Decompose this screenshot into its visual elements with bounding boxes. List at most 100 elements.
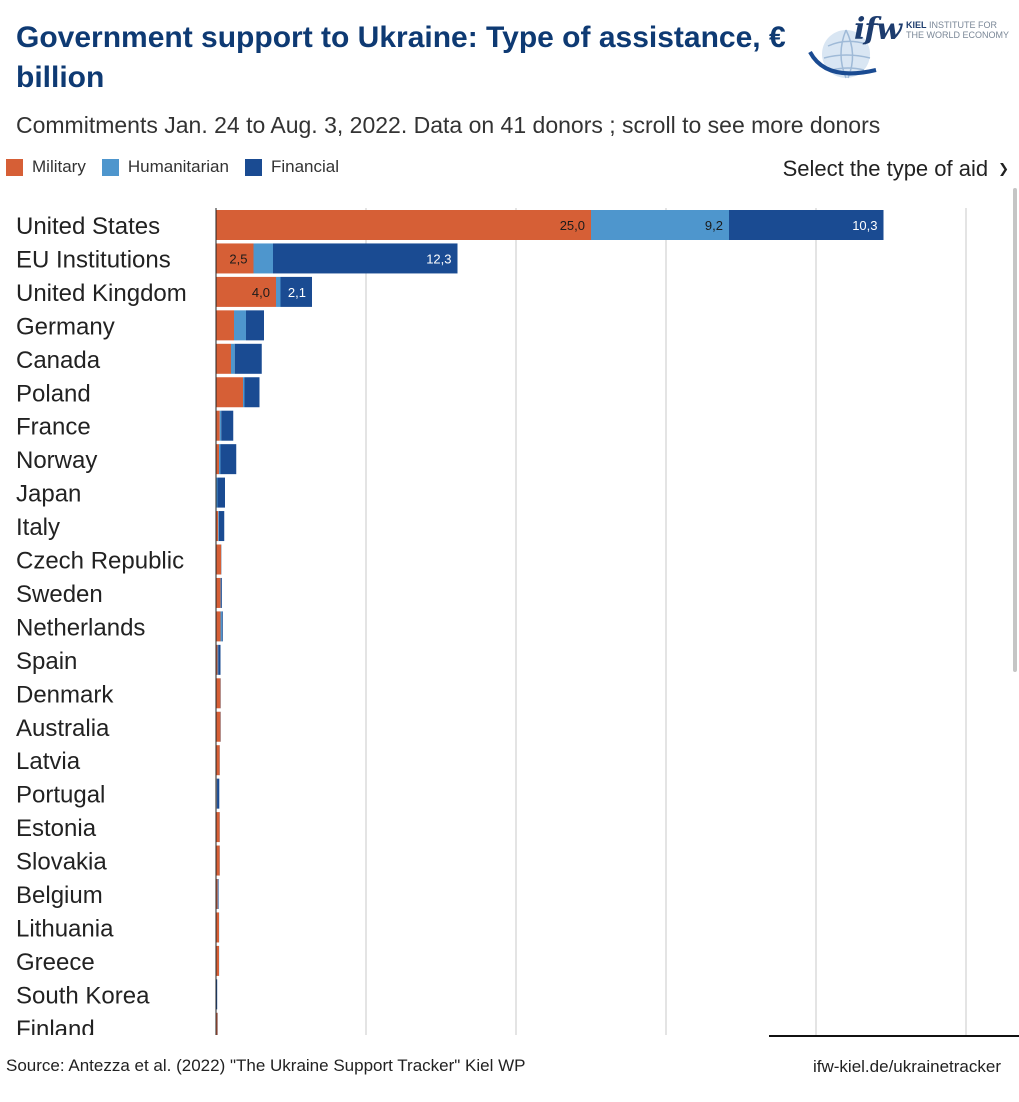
bar-poland-military[interactable] [216,377,243,408]
legend: Military Humanitarian Financial [6,157,355,177]
category-label-south-korea: South Korea [16,982,150,1009]
bar-slovakia-military[interactable] [216,845,220,876]
bar-netherlands-financial[interactable] [222,611,223,642]
bar-poland-humanitarian[interactable] [243,377,245,408]
bar-lithuania-military[interactable] [216,912,219,943]
bar-france-military[interactable] [216,410,220,441]
bar-united-kingdom-financial[interactable] [280,276,313,307]
bar-canada-military[interactable] [216,343,231,374]
bar-germany-military[interactable] [216,310,234,341]
bar-belgium-financial[interactable] [217,879,219,909]
bar-netherlands-humanitarian[interactable] [220,611,223,642]
bar-united-kingdom-humanitarian[interactable] [276,276,281,307]
data-label-united-kingdom-military: 4,0 [252,285,270,300]
bar-czech-republic-military[interactable] [216,544,222,575]
aid-type-select[interactable]: Select the type of aid ❯ [783,156,1009,182]
bar-germany-humanitarian[interactable] [234,310,246,341]
category-label-sweden: Sweden [16,581,103,608]
bar-finland-military[interactable] [216,1012,218,1035]
chart-title: Government support to Ukraine: Type of a… [16,21,786,94]
bar-netherlands-military[interactable] [216,611,221,642]
bar-spain-humanitarian[interactable] [217,644,219,675]
logo-wordmark: ifw [854,12,902,47]
category-label-latvia: Latvia [16,748,81,775]
legend-swatch-military [6,158,23,176]
bar-united-kingdom-military[interactable] [216,276,276,307]
bar-japan-humanitarian[interactable] [216,477,218,508]
bar-sweden-military[interactable] [216,577,221,608]
bar-eu-institutions-military[interactable] [216,243,254,274]
bar-eu-institutions-financial[interactable] [273,243,458,274]
globe-icon [808,29,877,79]
bar-chart: United States EU Institutions United Kingd… [16,208,967,1035]
data-label-united-states-military: 25,0 [560,218,585,233]
bar-belgium-military[interactable] [216,879,218,909]
aid-type-select-label: Select the type of aid [782,156,989,181]
category-label-united-kingdom: United Kingdom [16,280,187,307]
data-label-united-states-humanitarian: 9,2 [705,218,723,233]
data-label-eu-institutions-military: 2,5 [229,251,247,266]
footer-divider [769,1035,1019,1037]
bar-sweden-financial[interactable] [221,577,222,608]
ifw-logo[interactable]: ifw KIEL INSTITUTE FOR THE WORLD ECONOMY [806,12,1016,84]
tracker-link[interactable]: ifw-kiel.de/ukrainetracker [812,1057,1001,1076]
bar-australia-military[interactable] [216,711,221,742]
legend-item-military[interactable]: Military [6,157,86,177]
category-label-spain: Spain [16,648,77,675]
bar-spain-financial[interactable] [218,644,221,675]
category-label-united-states: United States [16,213,160,240]
bar-france-financial[interactable] [221,410,234,441]
legend-swatch-humanitarian [101,158,119,176]
category-label-canada: Canada [16,347,101,374]
bar-south-korea-financial[interactable] [216,979,218,1010]
category-label-france: France [16,414,91,441]
data-label-united-kingdom-financial: 2,1 [288,285,306,300]
bar-germany-financial[interactable] [246,310,264,341]
bar-eu-institutions-humanitarian[interactable] [253,243,274,274]
bar-estonia-military[interactable] [216,812,220,843]
data-label-eu-institutions-financial: 12,3 [426,251,451,266]
bar-latvia-military[interactable] [216,745,220,776]
bar-canada-humanitarian[interactable] [231,343,235,374]
category-label-germany: Germany [16,313,115,340]
data-label-united-states-financial: 10,3 [852,218,877,233]
category-label-czech-republic: Czech Republic [16,548,184,575]
bar-greece-military[interactable] [216,945,219,976]
bar-norway-financial[interactable] [220,444,237,475]
category-label-japan: Japan [16,481,81,508]
category-label-lithuania: Lithuania [16,915,114,942]
legend-item-humanitarian[interactable]: Humanitarian [101,157,229,177]
bar-france-humanitarian[interactable] [219,410,222,441]
bar-spain-military[interactable] [216,644,218,675]
bar-united-states-military[interactable] [216,210,591,240]
source-note: Source: Antezza et al. (2022) "The Ukrai… [6,1056,526,1075]
category-label-poland: Poland [16,380,91,407]
bar-poland-financial[interactable] [244,377,260,408]
category-label-denmark: Denmark [16,681,114,708]
legend-label-humanitarian: Humanitarian [127,157,229,176]
category-label-norway: Norway [16,447,97,474]
bar-denmark-military[interactable] [216,678,221,709]
bar-norway-humanitarian[interactable] [219,444,221,475]
legend-item-financial[interactable]: Financial [244,157,339,177]
legend-label-financial: Financial [270,157,339,176]
legend-label-military: Military [32,157,86,176]
bar-sweden-humanitarian[interactable] [220,577,222,608]
bar-italy-military[interactable] [216,511,219,542]
chevron-down-icon: ❯ [998,161,1009,176]
bar-italy-financial[interactable] [219,511,225,542]
category-label-eu-institutions: EU Institutions [16,246,171,273]
bar-canada-financial[interactable] [234,343,262,374]
bar-norway-military[interactable] [216,444,219,475]
bar-united-states-financial[interactable] [729,210,884,240]
bar-portugal-financial[interactable] [217,778,220,809]
bar-united-states-humanitarian[interactable] [591,210,729,240]
category-label-portugal: Portugal [16,782,105,809]
category-label-finland: Finland [16,1016,95,1035]
bar-italy-humanitarian[interactable] [218,511,219,542]
bar-japan-financial[interactable] [217,477,226,508]
scrollbar[interactable] [1013,188,1017,672]
category-label-netherlands: Netherlands [16,614,145,641]
logo-text: KIEL INSTITUTE FOR THE WORLD ECONOMY [906,20,1010,40]
category-label-greece: Greece [16,949,95,976]
